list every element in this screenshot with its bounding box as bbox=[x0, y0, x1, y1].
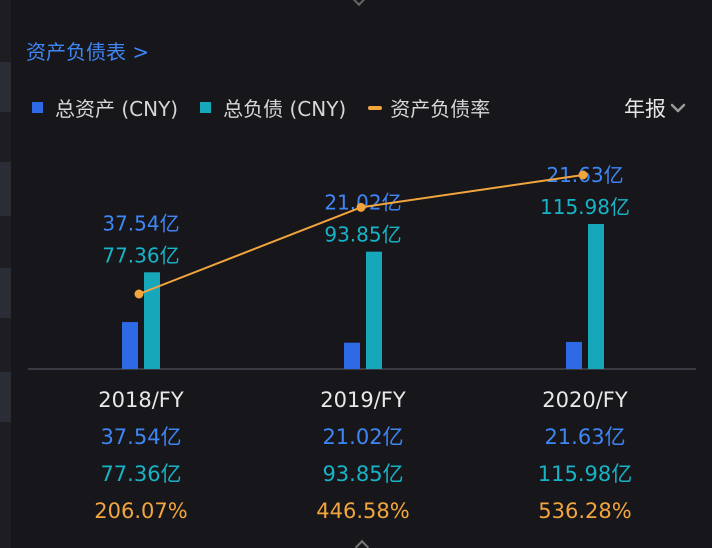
legend-item-assets[interactable]: 总资产 (CNY) bbox=[32, 93, 178, 122]
chart-legend: 总资产 (CNY) 总负债 (CNY) 资产负债率 bbox=[32, 93, 512, 122]
liabilities-value: 93.85亿 bbox=[322, 462, 404, 486]
summary-column-2019: 2019/FY 21.02亿 93.85亿 446.58% bbox=[273, 382, 453, 530]
assets-value: 37.54亿 bbox=[100, 425, 182, 449]
bar-liabilities-2019/FY bbox=[366, 251, 382, 369]
section-title-link[interactable]: 资产负债表 > bbox=[26, 40, 150, 64]
category-label: 2018/FY bbox=[98, 388, 184, 412]
bar-liabilities-2020/FY bbox=[588, 224, 604, 369]
summary-column-2018: 2018/FY 37.54亿 77.36亿 206.07% bbox=[51, 382, 231, 530]
bar-assets-2019/FY bbox=[344, 342, 360, 369]
period-dropdown[interactable]: 年报 bbox=[624, 93, 686, 123]
liabilities-value: 115.98亿 bbox=[537, 462, 633, 486]
legend-item-ratio[interactable]: 资产负债率 bbox=[368, 93, 490, 122]
ratio-point-2020/FY bbox=[578, 170, 588, 180]
period-label: 年报 bbox=[624, 97, 666, 121]
bar-assets-2018/FY bbox=[122, 322, 138, 369]
bar-assets-2020/FY bbox=[566, 341, 582, 369]
category-label: 2019/FY bbox=[320, 388, 406, 412]
legend-swatch-ratio bbox=[368, 105, 383, 110]
liabilities-value: 77.36亿 bbox=[100, 462, 182, 486]
category-label: 2020/FY bbox=[542, 388, 628, 412]
ratio-point-2018/FY bbox=[134, 289, 144, 299]
assets-value: 21.02亿 bbox=[322, 425, 404, 449]
summary-column-2020: 2020/FY 21.63亿 115.98亿 536.28% bbox=[495, 382, 675, 530]
legend-label-assets: 总资产 (CNY) bbox=[55, 97, 179, 121]
data-label-liabilities: 115.98亿 bbox=[540, 195, 630, 219]
data-label-liabilities: 77.36亿 bbox=[102, 243, 179, 267]
ratio-value: 536.28% bbox=[538, 499, 632, 523]
ratio-value: 446.58% bbox=[316, 499, 410, 523]
legend-item-liabilities[interactable]: 总负债 (CNY) bbox=[200, 93, 346, 122]
ratio-point-2019/FY bbox=[356, 202, 366, 212]
bar-liabilities-2018/FY bbox=[144, 272, 160, 369]
data-label-assets: 37.54亿 bbox=[102, 211, 179, 235]
chevron-down-icon bbox=[670, 103, 686, 113]
legend-label-liabilities: 总负债 (CNY) bbox=[223, 97, 347, 121]
ratio-value: 206.07% bbox=[94, 499, 188, 523]
legend-swatch-liabilities bbox=[200, 102, 212, 113]
legend-label-ratio: 资产负债率 bbox=[390, 97, 491, 121]
left-edge-strip bbox=[0, 0, 11, 548]
legend-swatch-assets bbox=[32, 102, 43, 113]
data-label-liabilities: 93.85亿 bbox=[324, 223, 401, 247]
assets-value: 21.63亿 bbox=[544, 425, 626, 449]
